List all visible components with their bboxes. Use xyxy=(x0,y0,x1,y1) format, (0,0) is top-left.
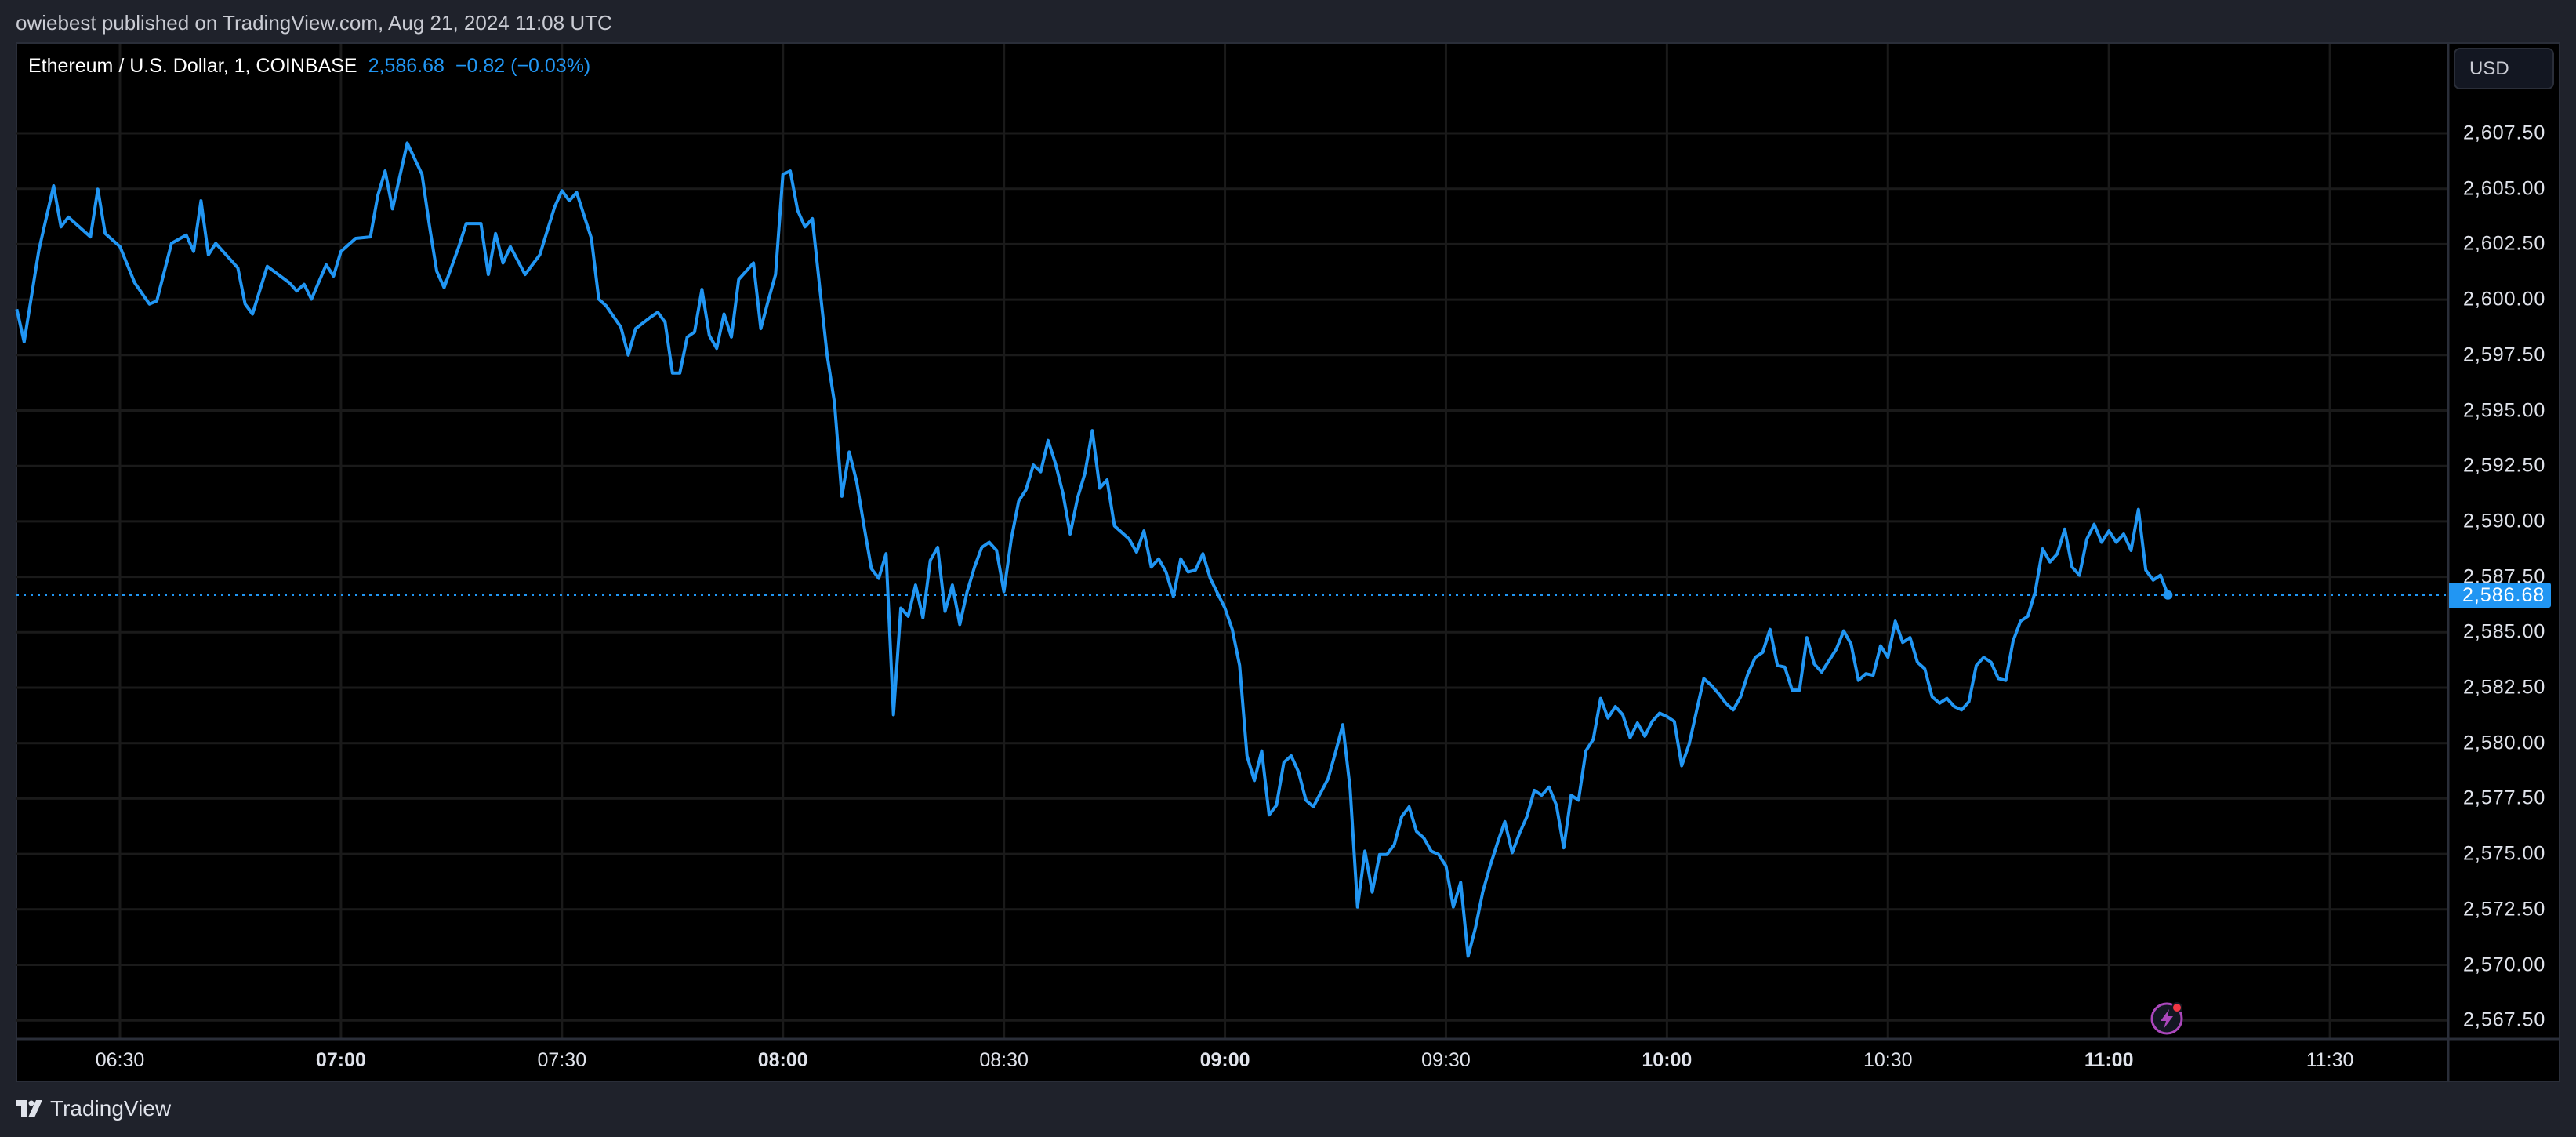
x-tick-label: 10:30 xyxy=(1863,1049,1913,1071)
y-tick-label: 2,607.50 xyxy=(2463,122,2546,144)
lightning-bolt-icon[interactable] xyxy=(2149,1001,2185,1037)
x-tick-label: 09:00 xyxy=(1199,1049,1250,1071)
y-tick-label: 2,602.50 xyxy=(2463,232,2546,255)
tradingview-logo[interactable]: TradingView xyxy=(16,1096,171,1121)
notification-dot-icon xyxy=(2171,1002,2182,1013)
last-price-label: 2,586.68 xyxy=(2449,582,2551,608)
y-tick-label: 2,585.00 xyxy=(2463,620,2546,643)
x-tick-label: 06:30 xyxy=(95,1049,145,1071)
symbol-legend[interactable]: Ethereum / U.S. Dollar, 1, COINBASE 2,586… xyxy=(28,55,590,78)
y-tick-label: 2,577.50 xyxy=(2463,786,2546,809)
y-tick-label: 2,580.00 xyxy=(2463,732,2546,754)
x-tick-label: 11:30 xyxy=(2306,1049,2354,1071)
y-tick-label: 2,582.50 xyxy=(2463,676,2546,699)
grid xyxy=(16,44,2447,1038)
x-tick-label: 08:30 xyxy=(979,1049,1029,1071)
last-price-dot xyxy=(2163,590,2173,600)
symbol-name: Ethereum / U.S. Dollar, 1, COINBASE xyxy=(28,55,357,77)
y-tick-label: 2,590.00 xyxy=(2463,510,2546,532)
x-tick-label: 07:00 xyxy=(315,1049,366,1071)
x-tick-label: 07:30 xyxy=(537,1049,587,1071)
logo-text: TradingView xyxy=(50,1096,172,1121)
price-change: −0.82 (−0.03%) xyxy=(455,55,591,77)
x-tick-label: 10:00 xyxy=(1642,1049,1693,1071)
y-tick-label: 2,605.00 xyxy=(2463,177,2546,200)
y-tick-label: 2,572.50 xyxy=(2463,898,2546,921)
y-tick-label: 2,575.00 xyxy=(2463,842,2546,865)
x-tick-label: 08:00 xyxy=(757,1049,808,1071)
y-tick-label: 2,597.50 xyxy=(2463,343,2546,366)
x-tick-label: 09:30 xyxy=(1421,1049,1471,1071)
tradingview-logo-icon xyxy=(16,1100,42,1117)
y-tick-label: 2,570.00 xyxy=(2463,954,2546,975)
y-tick-label: 2,592.50 xyxy=(2463,454,2546,477)
price-series-line xyxy=(15,141,2170,958)
x-tick-label: 11:00 xyxy=(2084,1049,2134,1071)
publisher-line: owiebest published on TradingView.com, A… xyxy=(16,11,612,35)
y-tick-label: 2,595.00 xyxy=(2463,399,2546,421)
y-tick-label: 2,600.00 xyxy=(2463,288,2546,311)
y-tick-label: 2,567.50 xyxy=(2463,1008,2546,1031)
currency-button[interactable]: USD xyxy=(2454,48,2554,89)
last-value: 2,586.68 xyxy=(368,55,444,77)
